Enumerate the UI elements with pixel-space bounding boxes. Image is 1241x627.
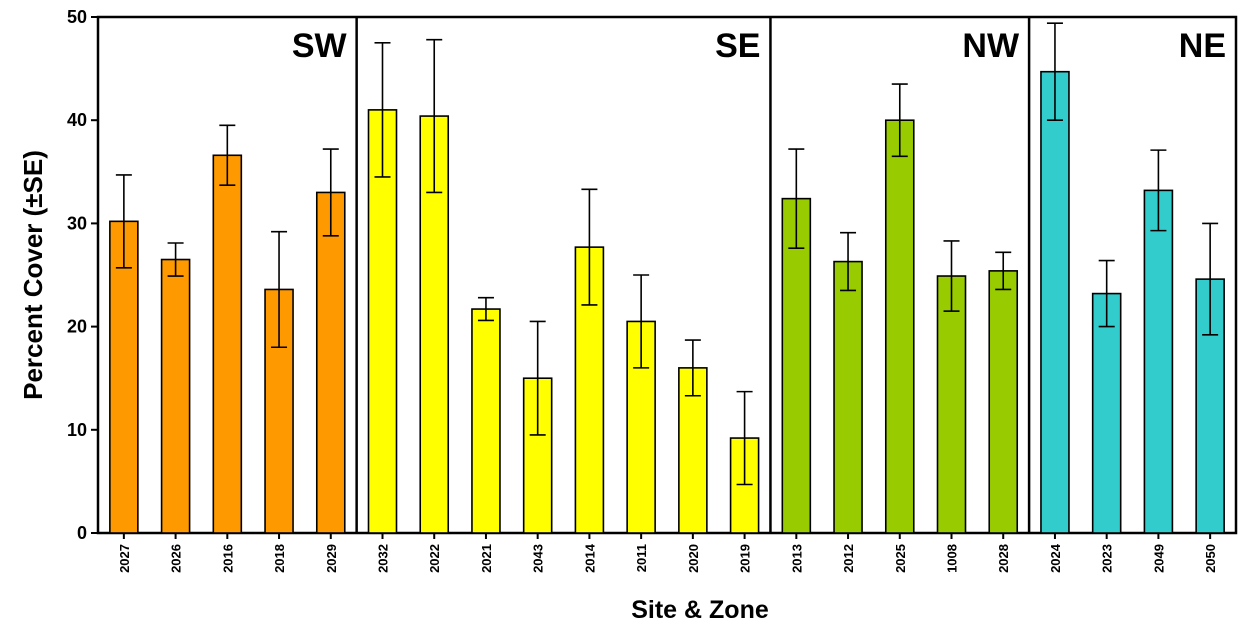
zone-label: NW xyxy=(962,27,1020,65)
bars xyxy=(109,22,1225,534)
bar xyxy=(1143,189,1174,534)
x-tick-label: 2023 xyxy=(1100,544,1115,573)
plot-frame xyxy=(96,15,1238,535)
x-tick-label: 2014 xyxy=(582,543,597,573)
x-tick-label: 2018 xyxy=(272,544,287,573)
x-tick-label: 2028 xyxy=(996,544,1011,573)
bar xyxy=(315,191,346,534)
x-axis: 2027 2026 2016 2018 2029 2032 2022 2021 2043 2014… xyxy=(117,533,1218,573)
y-tick-label: 20 xyxy=(67,317,87,337)
x-tick-label: 2050 xyxy=(1203,544,1218,573)
bar xyxy=(367,109,398,534)
x-tick-label: 2026 xyxy=(169,544,184,573)
bar xyxy=(936,275,967,534)
y-tick-label: 30 xyxy=(67,213,87,233)
x-tick-label: 2013 xyxy=(789,544,804,573)
x-axis-title: Site & Zone xyxy=(631,596,769,624)
x-tick-label: 2022 xyxy=(427,544,442,573)
x-tick-label: 2024 xyxy=(1048,543,1063,573)
y-tick-label: 50 xyxy=(67,7,87,27)
bar xyxy=(1040,70,1070,534)
x-tick-label: 2049 xyxy=(1151,544,1166,573)
bar xyxy=(833,260,863,534)
x-tick-label: 2011 xyxy=(634,544,649,572)
x-tick-label: 2043 xyxy=(531,544,546,573)
x-tick-label: 1008 xyxy=(945,544,960,573)
bar xyxy=(988,270,1019,534)
y-axis: 0 10 20 30 40 50 xyxy=(67,7,98,543)
x-tick-label: 2019 xyxy=(738,544,753,573)
zone-label: NE xyxy=(1179,27,1226,65)
bar xyxy=(109,220,139,534)
x-tick-label: 2025 xyxy=(893,544,908,573)
y-axis-title: Percent Cover (±SE) xyxy=(18,150,48,400)
x-tick-label: 2016 xyxy=(220,544,235,573)
x-tick-label: 2021 xyxy=(479,544,494,573)
bar xyxy=(1091,292,1122,534)
bar xyxy=(471,308,501,534)
zone-label: SE xyxy=(715,27,760,65)
x-tick-label: 2027 xyxy=(117,544,132,573)
x-tick-label: 2012 xyxy=(841,544,856,573)
bar xyxy=(160,258,191,534)
x-tick-label: 2020 xyxy=(686,544,701,573)
bar xyxy=(781,197,812,534)
zone-labels: SW SE NW NE xyxy=(292,27,1226,65)
bar xyxy=(212,154,243,534)
bar xyxy=(884,119,915,534)
y-tick-label: 40 xyxy=(67,110,87,130)
y-tick-label: 0 xyxy=(77,523,87,543)
plot-border xyxy=(96,15,1238,535)
x-tick-label: 2029 xyxy=(324,544,339,573)
y-tick-label: 10 xyxy=(67,420,87,440)
zone-label: SW xyxy=(292,27,348,65)
x-tick-label: 2032 xyxy=(376,544,391,573)
